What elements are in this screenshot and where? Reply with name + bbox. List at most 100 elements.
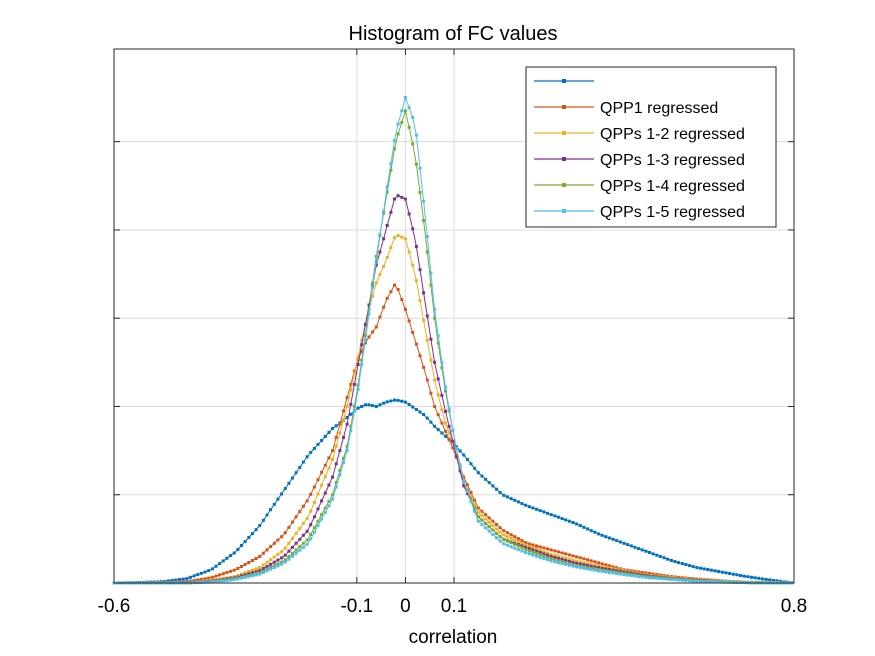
- data-point: [265, 569, 269, 573]
- data-point: [203, 577, 207, 581]
- data-point: [535, 549, 539, 553]
- data-point: [403, 96, 407, 99]
- legend-item: QPP1 regressed: [534, 100, 718, 117]
- data-point: [247, 561, 251, 564]
- data-point: [505, 531, 509, 535]
- data-point: [214, 574, 218, 578]
- data-point: [520, 549, 524, 553]
- data-point: [393, 197, 396, 201]
- data-point: [633, 574, 637, 578]
- data-point: [320, 483, 324, 487]
- data-point: [247, 536, 251, 539]
- data-point: [265, 548, 269, 552]
- data-point: [542, 550, 546, 554]
- legend-item: QPPs 1-3 regressed: [534, 152, 745, 169]
- data-point: [280, 492, 284, 496]
- data-point: [331, 427, 335, 430]
- data-point: [567, 560, 571, 563]
- data-point: [316, 519, 320, 523]
- data-point: [309, 533, 313, 536]
- data-point: [484, 526, 488, 530]
- data-point: [465, 457, 469, 461]
- data-point: [549, 557, 553, 561]
- data-point: [283, 558, 287, 562]
- x-tick-label: -0.6: [98, 596, 131, 617]
- data-point: [487, 516, 491, 520]
- data-point: [546, 555, 549, 559]
- data-point: [556, 554, 560, 558]
- data-point: [396, 288, 400, 291]
- legend-marker: [562, 131, 566, 135]
- data-point: [436, 428, 440, 432]
- data-point: [374, 259, 378, 263]
- data-point: [378, 234, 382, 238]
- data-point: [720, 570, 724, 574]
- data-point: [648, 576, 651, 580]
- data-point: [254, 557, 258, 560]
- data-point: [363, 323, 367, 327]
- data-point: [567, 553, 571, 557]
- data-point: [597, 566, 600, 570]
- data-point: [458, 449, 462, 453]
- data-point: [648, 572, 651, 575]
- data-point: [385, 185, 389, 189]
- data-point: [331, 475, 335, 479]
- data-point: [250, 559, 254, 562]
- data-point: [564, 561, 568, 565]
- data-point: [640, 570, 644, 574]
- data-point: [403, 197, 407, 201]
- data-point: [538, 548, 542, 552]
- data-point: [433, 316, 437, 320]
- data-point: [382, 264, 386, 268]
- data-point: [356, 383, 360, 387]
- data-point: [531, 548, 535, 552]
- data-point: [480, 523, 484, 526]
- data-point: [600, 566, 604, 570]
- data-point: [287, 541, 291, 545]
- data-point: [327, 504, 331, 508]
- data-point: [276, 538, 280, 542]
- data-point: [589, 564, 593, 568]
- data-point: [316, 524, 320, 528]
- data-point: [549, 513, 553, 517]
- data-point: [229, 554, 233, 558]
- data-point: [524, 541, 528, 545]
- data-point: [407, 403, 411, 406]
- data-point: [422, 365, 426, 369]
- data-point: [389, 290, 393, 294]
- data-point: [542, 510, 546, 514]
- data-point: [586, 567, 590, 571]
- data-point: [666, 577, 670, 581]
- data-point: [393, 147, 396, 151]
- data-point: [331, 493, 335, 497]
- data-point: [586, 558, 590, 562]
- data-point: [527, 542, 531, 546]
- data-point: [269, 558, 273, 562]
- data-point: [691, 565, 695, 569]
- data-point: [648, 551, 651, 554]
- legend-label: QPP1 regressed: [600, 100, 718, 117]
- data-point: [221, 572, 225, 576]
- data-point: [695, 579, 699, 583]
- data-point: [433, 378, 437, 382]
- data-point: [225, 556, 229, 560]
- data-point: [287, 525, 291, 529]
- data-point: [651, 552, 655, 556]
- data-point: [473, 503, 477, 507]
- data-point: [254, 573, 258, 577]
- data-point: [258, 566, 262, 570]
- data-point: [312, 515, 316, 519]
- data-point: [644, 575, 648, 579]
- data-point: [465, 489, 469, 493]
- legend-box: [525, 66, 777, 228]
- data-point: [593, 565, 597, 569]
- data-point: [422, 413, 426, 416]
- data-point: [560, 551, 564, 555]
- data-point: [323, 506, 327, 510]
- data-point: [356, 358, 360, 362]
- legend-marker: [562, 209, 566, 213]
- data-point: [342, 435, 345, 439]
- data-point: [236, 577, 240, 581]
- data-point: [706, 580, 710, 584]
- data-point: [509, 533, 513, 537]
